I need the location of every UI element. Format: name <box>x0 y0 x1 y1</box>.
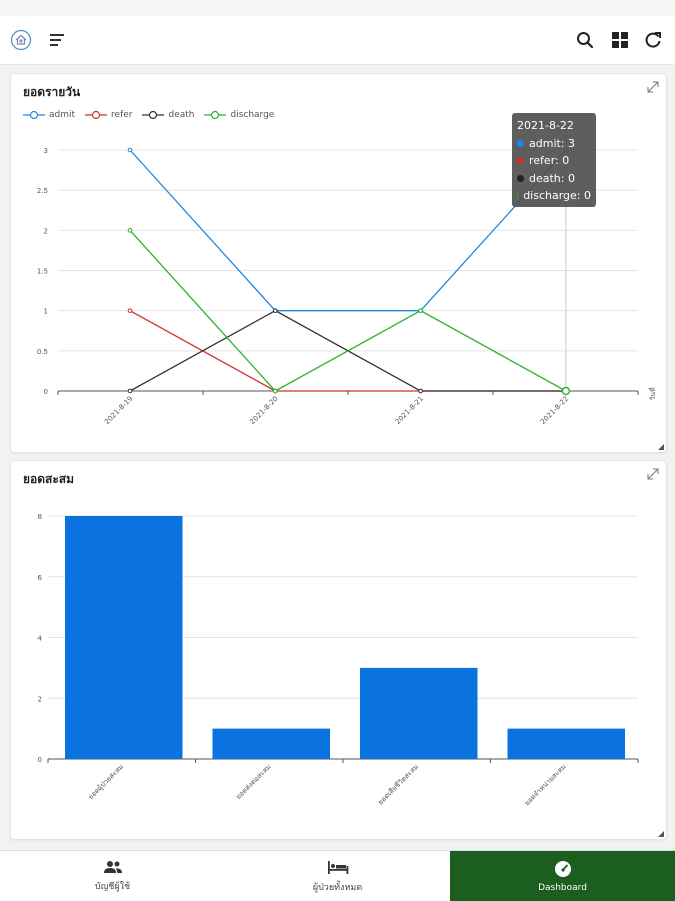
nav-item-dashboard[interactable]: Dashboard <box>450 851 675 901</box>
users-icon <box>103 860 122 873</box>
legend-label: admit <box>49 110 76 120</box>
data-point-refer <box>127 308 133 313</box>
top-app-bar <box>0 16 675 65</box>
x-tick-label: 2021-8-19 <box>103 395 134 426</box>
menu-icon[interactable] <box>43 16 71 64</box>
nav-item-patients[interactable]: ผู้ป่วยทั้งหมด <box>225 851 450 901</box>
nav-label: Dashboard <box>538 882 587 893</box>
expand-icon[interactable] <box>646 80 660 94</box>
legend-item-death[interactable]: death <box>142 110 194 120</box>
legend-label: refer <box>111 110 133 120</box>
tooltip-date: 2021-8-22 <box>517 119 574 133</box>
search-icon[interactable] <box>571 16 599 64</box>
data-point-death <box>418 388 423 394</box>
data-point-death <box>273 308 278 313</box>
tooltip-value: admit: 3 <box>529 136 576 150</box>
daily-chart-title: ยอดรายวัน <box>23 85 81 99</box>
bar <box>212 728 330 759</box>
legend-item-refer[interactable]: refer <box>85 110 132 120</box>
legend-label: death <box>168 110 195 120</box>
cumulative-bar-chart: 0 2 4 6 8 ยอดผู้ป่วยสะสม ยอดส่งต่อสะสม ยอดเสียช… <box>38 513 639 808</box>
x-tick-label: ยอดผู้ป่วยสะสม <box>87 763 125 801</box>
x-tick-label: ยอดส่งต่อสะสม <box>234 763 272 801</box>
x-tick-label: 2021-8-22 <box>539 395 570 426</box>
y-tick-label: 2 <box>38 695 42 703</box>
y-tick-label: 0 <box>44 388 48 396</box>
bottom-navigation: บัญชีผู้ใช้ ผู้ป่วยทั้งหมด Dashboard <box>0 850 675 901</box>
x-tick-label: 2021-8-20 <box>248 395 279 426</box>
expand-icon[interactable] <box>646 467 660 481</box>
tooltip-row-death: death: 0 <box>517 170 591 188</box>
legend-label: discharge <box>230 110 275 120</box>
data-point-discharge <box>418 308 423 313</box>
x-tick-label: ยอดจำหน่ายสะสม <box>523 763 568 808</box>
resize-handle-icon[interactable] <box>658 444 664 450</box>
data-point-admit <box>127 147 133 153</box>
y-tick-label: 3 <box>44 147 48 155</box>
nav-label: บัญชีผู้ใช้ <box>94 881 131 892</box>
x-tick-label: ยอดเสียชีวิตสะสม <box>376 763 420 807</box>
dashboard-gauge-icon <box>554 860 571 877</box>
y-tick-label: 0.5 <box>37 348 48 356</box>
cumulative-chart-title: ยอดสะสม <box>23 472 75 486</box>
tooltip-value: death: 0 <box>529 171 575 185</box>
tooltip-value: discharge: 0 <box>523 189 591 203</box>
grid-icon[interactable] <box>606 16 634 64</box>
bed-icon <box>327 860 348 874</box>
legend-item-admit[interactable]: admit <box>23 110 75 120</box>
y-tick-label: 2 <box>44 227 48 235</box>
status-bar <box>0 0 675 16</box>
y-tick-label: 1 <box>44 308 48 316</box>
x-axis-name: วันที่ <box>648 387 657 401</box>
nav-item-users[interactable]: บัญชีผู้ใช้ <box>0 851 225 901</box>
bar <box>65 516 183 759</box>
bar <box>507 728 625 759</box>
nav-label: ผู้ป่วยทั้งหมด <box>312 882 363 893</box>
legend-item-discharge[interactable]: discharge <box>204 110 274 120</box>
chart-legend: admit refer death discharge <box>23 108 284 122</box>
y-tick-label: 6 <box>38 574 43 582</box>
bar <box>360 667 478 759</box>
tooltip-row-refer: refer: 0 <box>517 152 591 170</box>
tooltip-value: refer: 0 <box>529 154 570 168</box>
data-point-discharge <box>127 228 133 233</box>
home-logo-icon[interactable] <box>7 16 35 64</box>
daily-line-chart: 0 0.5 1 1.5 2 2.5 3 2021-8-19 2021-8-20 2021-8-21… <box>37 147 657 426</box>
y-tick-label: 0 <box>38 756 42 764</box>
refresh-icon[interactable] <box>639 16 667 64</box>
tooltip-row-discharge: discharge: 0 <box>517 187 591 205</box>
chart-tooltip: 2021-8-22 admit: 3 refer: 0 death: 0 dis… <box>512 113 596 207</box>
y-tick-label: 4 <box>38 635 43 643</box>
y-tick-label: 1.5 <box>37 268 48 276</box>
data-point-death <box>127 388 133 394</box>
series-line-admit <box>129 149 567 312</box>
y-tick-label: 8 <box>38 513 42 521</box>
tooltip-row-admit: admit: 3 <box>517 135 591 153</box>
resize-handle-icon[interactable] <box>658 831 664 837</box>
x-tick-label: 2021-8-21 <box>394 395 425 426</box>
highlight-point-discharge <box>561 386 571 396</box>
series-line-discharge <box>129 229 567 392</box>
data-point-discharge <box>273 388 278 394</box>
y-tick-label: 2.5 <box>37 187 48 195</box>
